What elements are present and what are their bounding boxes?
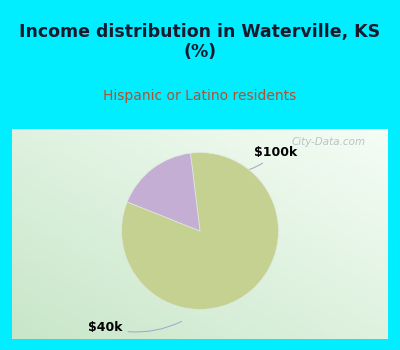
Text: $40k: $40k	[88, 321, 182, 334]
Wedge shape	[122, 153, 278, 309]
Wedge shape	[127, 153, 200, 231]
Text: $100k: $100k	[233, 146, 297, 173]
Text: Income distribution in Waterville, KS
(%): Income distribution in Waterville, KS (%…	[20, 23, 380, 61]
Text: City-Data.com: City-Data.com	[292, 137, 366, 147]
Text: Hispanic or Latino residents: Hispanic or Latino residents	[103, 89, 297, 103]
